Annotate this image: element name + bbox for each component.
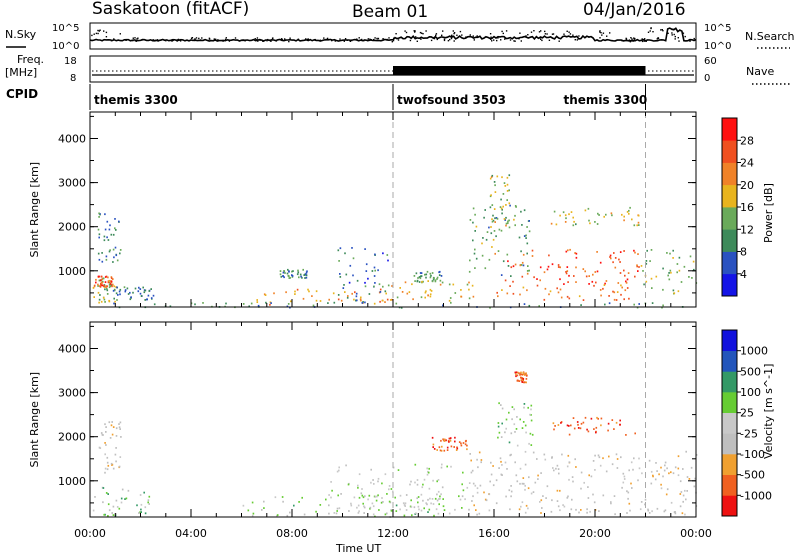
- ytick-label: 2000: [58, 431, 86, 444]
- colorbar-segment: [722, 495, 737, 517]
- power-colorbar: 4 8 12 16 20 24 28 Power [dB]: [721, 117, 775, 297]
- ytick-label: 4000: [58, 343, 86, 356]
- colorbar-segment: [722, 330, 737, 351]
- cpid-segment-label: twofsound 3503: [397, 93, 506, 107]
- colorbar-segment: [722, 454, 737, 475]
- colorbar-tick: 4: [740, 268, 747, 281]
- xaxis-label: Time UT: [335, 542, 381, 554]
- colorbar-segment: [722, 251, 737, 275]
- time-axis: 00:00 04:00 08:00 12:00 16:00 20:00 00:00: [74, 527, 712, 540]
- power-panel: 1000 2000 3000 4000 Slant Range [km] 4 8 12 16 2…: [28, 111, 775, 309]
- velocity-panel: 1000 2000 3000 4000 Slant Range [km] 1000 500…: [28, 321, 775, 518]
- colorbar-tick: 20: [740, 179, 754, 192]
- ylabel: Slant Range [km]: [28, 372, 41, 468]
- colorbar-segment: [722, 273, 737, 297]
- ytick-label: 3000: [58, 387, 86, 400]
- colorbar-tick: 8: [740, 246, 747, 259]
- beam-title: Beam 01: [352, 2, 428, 22]
- cpid-segment-label: themis 3300: [94, 93, 178, 107]
- colorbar-tick: -500: [740, 469, 765, 482]
- colorbar-tick: 100: [740, 386, 761, 399]
- nsearch-tick-top: 10^5: [704, 23, 731, 34]
- nave-label: Nave: [746, 65, 774, 78]
- colorbar-segment: [722, 140, 737, 163]
- nsearch-tick-bottom: 10^0: [704, 41, 731, 52]
- cpid-label: CPID: [6, 87, 38, 101]
- colorbar-segment: [722, 412, 737, 434]
- xtick-label: 12:00: [377, 527, 409, 540]
- nsky-tick-top: 10^5: [52, 23, 79, 34]
- ytick-label: 1000: [58, 265, 86, 278]
- colorbar-label: Velocity [m s^-1]: [762, 364, 775, 459]
- colorbar-tick: 12: [740, 223, 754, 236]
- colorbar-segment: [722, 184, 737, 208]
- colorbar-label: Power [dB]: [762, 183, 775, 243]
- ytick-label: 1000: [58, 475, 86, 488]
- cpid-row: CPID themis 3300 twofsound 3503 themis 330…: [6, 84, 647, 110]
- xtick-label: 08:00: [276, 527, 308, 540]
- station-title: Saskatoon (fitACF): [92, 0, 249, 19]
- xtick-label: 20:00: [579, 527, 611, 540]
- freq-label-2: [MHz]: [5, 66, 37, 79]
- colorbar-tick: 28: [740, 134, 754, 147]
- xtick-label: 00:00: [680, 527, 712, 540]
- nave-tick-top: 60: [704, 56, 717, 67]
- freq-tick-top: 18: [64, 56, 77, 67]
- colorbar-tick: 16: [740, 201, 754, 214]
- colorbar-tick: 1000: [740, 345, 768, 358]
- ytick-label: 4000: [58, 133, 86, 146]
- xtick-label: 00:00: [74, 527, 106, 540]
- ylabel: Slant Range [km]: [28, 162, 41, 258]
- colorbar-segment: [722, 371, 737, 393]
- ytick-label: 2000: [58, 221, 86, 234]
- nsearch-label: N.Search: [745, 30, 795, 43]
- freq-label-1: Freq.: [17, 53, 44, 66]
- colorbar-segment: [722, 207, 737, 230]
- colorbar-segment: [722, 229, 737, 252]
- colorbar-tick: 25: [740, 407, 754, 420]
- nsky-label: N.Sky: [5, 28, 37, 41]
- colorbar-tick: 500: [740, 365, 761, 378]
- colorbar-segment: [722, 350, 737, 372]
- colorbar-segment: [722, 162, 737, 186]
- ytick-label: 3000: [58, 177, 86, 190]
- nsky-tick-bottom: 10^0: [52, 41, 79, 52]
- nave-tick-bottom: 0: [704, 73, 710, 84]
- colorbar-segment: [722, 474, 737, 496]
- colorbar-segment: [722, 433, 737, 455]
- colorbar-tick: -1000: [740, 489, 772, 502]
- colorbar-segment: [722, 392, 737, 413]
- cpid-segment-label: themis 3300: [564, 93, 648, 107]
- colorbar-tick: -25: [740, 427, 758, 440]
- colorbar-tick: 24: [740, 157, 754, 170]
- colorbar-tick: -100: [740, 448, 765, 461]
- freq-strip: Freq. [MHz] 18 8 60 0 Nave: [5, 53, 790, 85]
- xtick-label: 16:00: [478, 527, 510, 540]
- nsky-strip: N.Sky 10^5 10^0 10^5 10^0 N.Search: [5, 22, 795, 52]
- date-title: 04/Jan/2016: [583, 0, 686, 20]
- freq-tick-bottom: 8: [70, 73, 76, 84]
- velocity-colorbar: 1000 500 100 25 -25 -100 -500 -1000 Velocity [m …: [721, 329, 775, 517]
- colorbar-segment: [722, 118, 737, 141]
- xtick-label: 04:00: [175, 527, 207, 540]
